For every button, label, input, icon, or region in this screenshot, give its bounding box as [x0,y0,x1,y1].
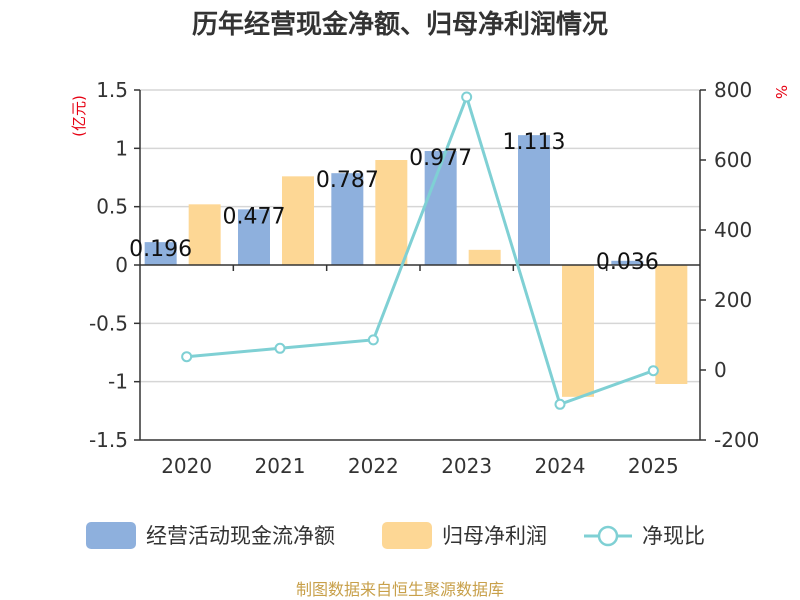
y-right-tick-label: 600 [714,148,752,172]
y-right-unit: % [772,85,790,99]
bar-operating-cash [518,135,550,265]
net-cash-ratio-point [461,91,473,103]
y-left-tick-label: 0 [115,253,128,277]
bar-operating-cash [424,151,457,265]
legend-label-net-cash-ratio: 净现比 [642,524,705,548]
x-tick-label: 2025 [628,454,679,478]
bar-net-profit [282,176,314,265]
legend-swatch-operating-cash [86,522,136,549]
bar-operating-cash [331,173,364,265]
bar-net-profit [655,265,688,384]
y-right-tick-label: 800 [714,78,752,102]
y-right-tick-label: -200 [714,428,759,452]
data-label-operating-cash: 0.477 [223,204,286,229]
y-left-tick-label: 1.5 [96,78,128,102]
y-left-tick-labels: 1.5 1 0.5 0 -0.5 -1 -1.5 [89,78,128,452]
data-labels: 0.196 0.477 0.787 0.977 1.113 0.036 [129,130,659,275]
legend-label-operating-cash: 经营活动现金流净额 [146,524,335,548]
x-tick-label: 2023 [441,454,492,478]
data-label-operating-cash: 0.036 [596,250,659,275]
data-label-operating-cash: 0.196 [129,237,192,262]
net-cash-ratio-point [647,365,659,377]
legend-item-net-cash-ratio[interactable]: 净现比 [584,524,705,548]
bar-operating-cash [611,260,644,265]
y-left-tick-label: 0.5 [96,195,128,219]
y-right-tick-label: 400 [714,218,752,242]
legend-item-net-profit[interactable]: 归母净利润 [382,522,547,549]
legend: 经营活动现金流净额 归母净利润 净现比 [86,522,705,549]
y-left-unit: (亿元) [70,95,88,137]
x-tick-label: 2024 [535,454,586,478]
bar-net-profit [468,249,501,265]
net-cash-ratio-polyline [186,92,654,407]
x-tick-label: 2020 [161,454,212,478]
y-left-tick-label: -0.5 [89,311,128,335]
net-cash-ratio-point [274,342,286,354]
x-tick-labels: 2020 2021 2022 2023 2024 2025 [161,454,679,478]
legend-label-net-profit: 归母净利润 [442,524,547,548]
bar-operating-cash [238,209,270,265]
y-right-tick-label: 200 [714,288,752,312]
legend-swatch-net-profit [382,522,432,549]
bar-net-profit [188,204,221,265]
data-label-operating-cash: 0.977 [409,146,472,171]
axes [139,90,701,441]
net-cash-ratio-point [554,398,566,410]
y-left-tick-label: -1.5 [89,428,128,452]
data-label-operating-cash: 1.113 [503,130,566,155]
net-cash-ratio-point [367,334,379,346]
legend-marker-net-cash-ratio [597,525,619,547]
y-right-tick-labels: 800 600 400 200 0 -200 [714,78,759,452]
source-note: 制图数据来自恒生聚源数据库 [296,580,504,599]
x-tick-label: 2021 [255,454,306,478]
chart-title: 历年经营现金净额、归母净利润情况 [192,9,608,40]
x-tick-label: 2022 [348,454,399,478]
y-left-tick-label: -1 [108,370,128,394]
data-label-operating-cash: 0.787 [316,168,379,193]
gridlines [134,89,706,441]
bars [144,135,688,397]
bar-net-profit [375,160,408,265]
y-right-tick-label: 0 [714,358,727,382]
bar-net-profit [562,265,594,397]
net-cash-ratio-line [181,91,659,410]
y-left-tick-label: 1 [115,136,128,160]
net-cash-ratio-point [181,351,193,363]
legend-item-operating-cash[interactable]: 经营活动现金流净额 [86,522,335,549]
bar-operating-cash [144,242,177,265]
